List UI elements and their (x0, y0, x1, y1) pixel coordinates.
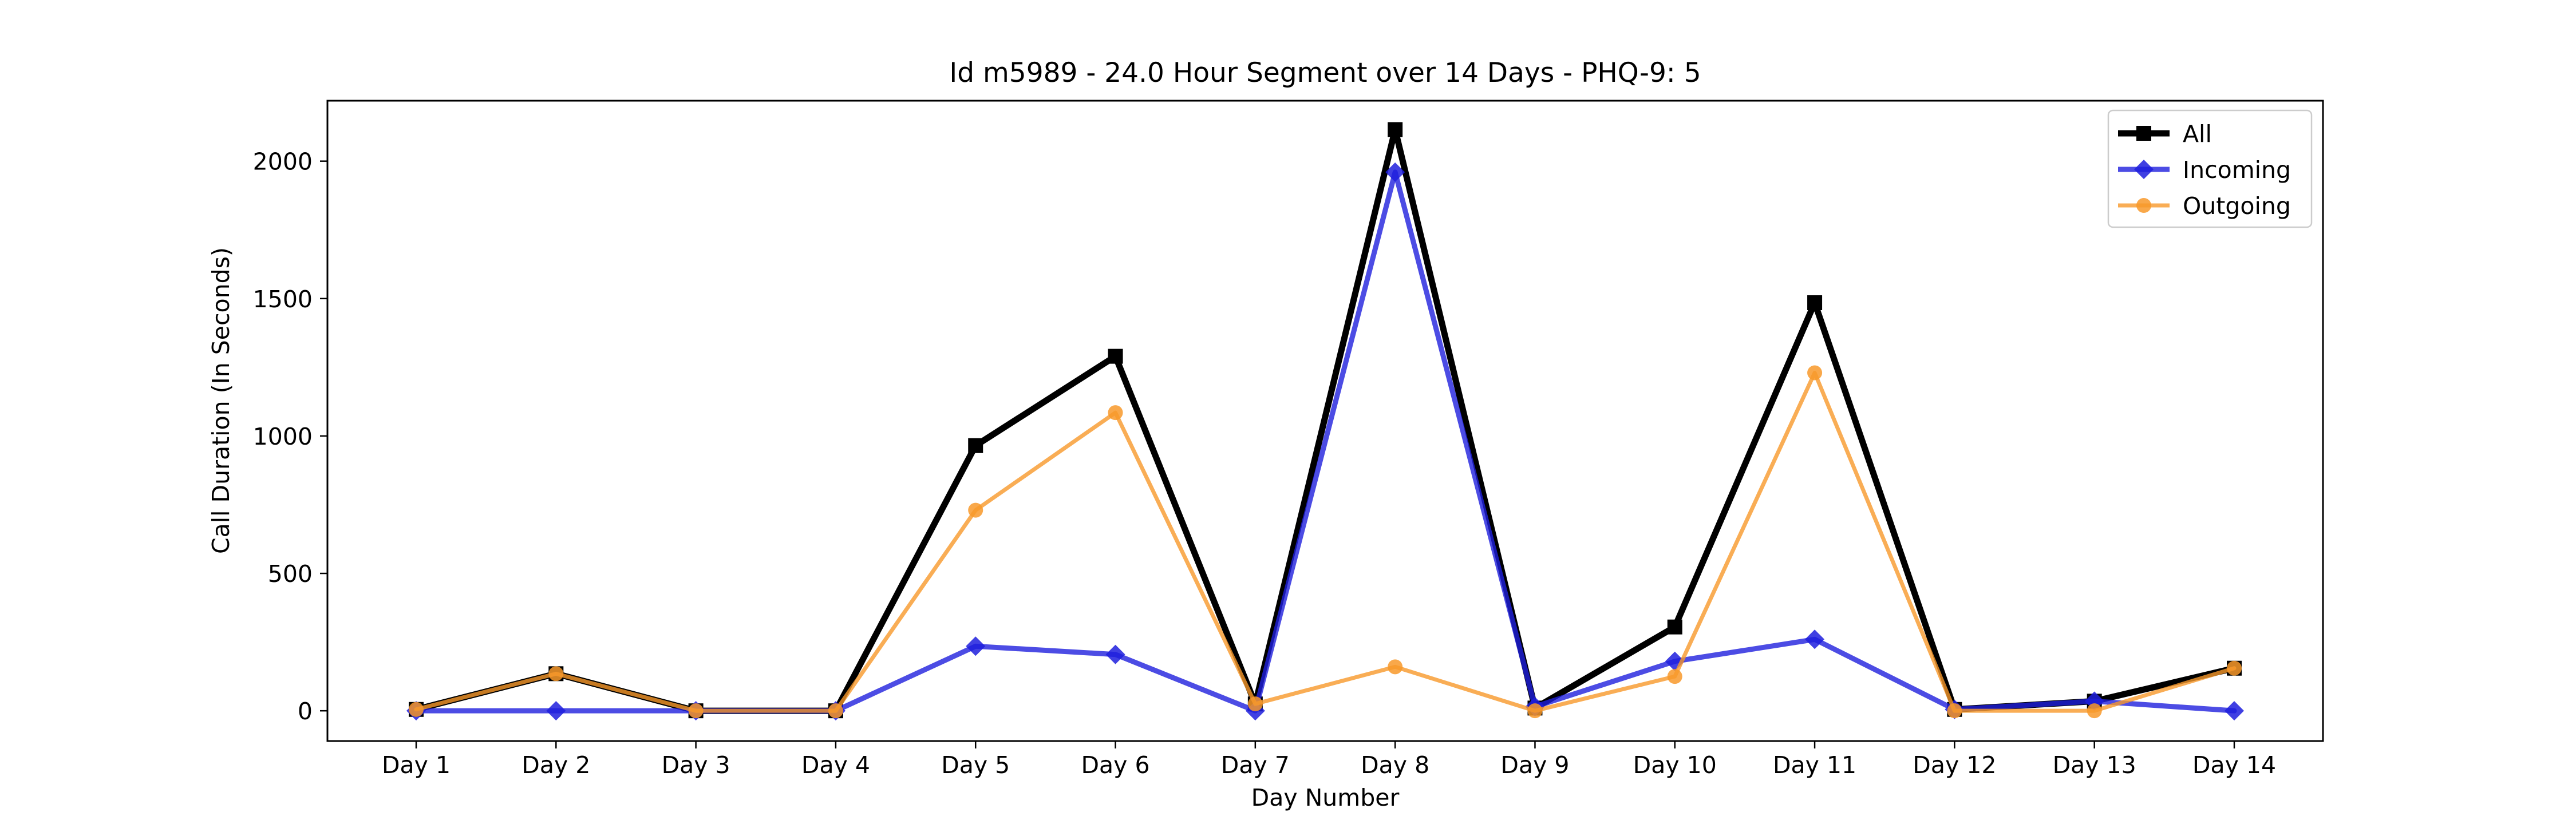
axes-frame (326, 100, 2324, 742)
y-tick-label: 0 (298, 698, 313, 725)
x-tick-label: Day 6 (1081, 751, 1149, 779)
x-tick-label: Day 9 (1500, 751, 1569, 779)
x-tick-label: Day 3 (662, 751, 730, 779)
data-point-all (1667, 619, 1682, 635)
data-point-incoming (1805, 629, 1825, 649)
series-line-all (413, 126, 2238, 714)
x-tick-label: Day 5 (941, 751, 1010, 779)
chart-title: Id m5989 - 24.0 Hour Segment over 14 Day… (949, 57, 1701, 89)
data-point-outgoing (2227, 660, 2242, 676)
y-tick-label: 1500 (253, 286, 313, 313)
data-point-outgoing (1807, 365, 1823, 381)
legend-marker-incoming (2134, 160, 2154, 179)
data-point-incoming (1385, 162, 1405, 182)
data-point-all (968, 438, 983, 453)
y-tick-label: 2000 (253, 148, 313, 176)
data-point-outgoing (1388, 659, 1403, 675)
x-tick-label: Day 12 (1913, 751, 1996, 779)
legend-marker-all (2136, 126, 2151, 141)
y-tick-label: 1000 (253, 423, 313, 450)
x-tick-label: Day 10 (1633, 751, 1717, 779)
plot-area: 0 500 1000 1500 2000 Day 1 Day 2 Day 3 Day 4 Day … (253, 100, 2324, 779)
data-point-all (1807, 295, 1823, 310)
data-point-incoming (966, 636, 986, 656)
legend: All Incoming Outgoing (2107, 109, 2313, 228)
data-point-outgoing (968, 502, 983, 518)
y-axis-label: Call Duration (In Seconds) (207, 247, 235, 554)
data-point-all (1108, 348, 1123, 364)
data-point-incoming (2225, 701, 2244, 721)
x-tick-label: Day 11 (1773, 751, 1856, 779)
data-point-outgoing (828, 703, 843, 719)
data-point-outgoing (1527, 703, 1543, 719)
data-point-outgoing (2087, 703, 2102, 719)
data-point-all (1388, 122, 1403, 137)
data-point-incoming (1105, 644, 1125, 664)
x-tick-label: Day 4 (801, 751, 870, 779)
legend-box (2107, 109, 2313, 228)
data-point-outgoing (1947, 703, 1962, 719)
data-point-incoming (546, 701, 566, 721)
series-line-outgoing (414, 370, 2237, 713)
x-tick-label: Day 1 (382, 751, 451, 779)
x-tick-label: Day 2 (521, 751, 590, 779)
data-point-outgoing (1108, 405, 1123, 421)
legend-label-outgoing: Outgoing (2183, 192, 2291, 220)
data-point-outgoing (548, 666, 564, 682)
legend-label-incoming: Incoming (2183, 156, 2291, 184)
legend-label-all: All (2183, 120, 2212, 148)
x-tick-label: Day 7 (1221, 751, 1290, 779)
x-tick-label: Day 14 (2192, 751, 2276, 779)
series-line-incoming (413, 169, 2237, 714)
data-point-outgoing (1247, 696, 1263, 712)
data-point-outgoing (409, 702, 424, 717)
x-tick-label: Day 8 (1361, 751, 1429, 779)
legend-marker-outgoing (2136, 198, 2151, 213)
y-tick-label: 500 (268, 560, 313, 588)
data-point-outgoing (688, 703, 704, 719)
x-axis-label: Day Number (1251, 784, 1400, 811)
x-tick-label: Day 13 (2053, 751, 2136, 779)
data-point-outgoing (1667, 669, 1682, 684)
